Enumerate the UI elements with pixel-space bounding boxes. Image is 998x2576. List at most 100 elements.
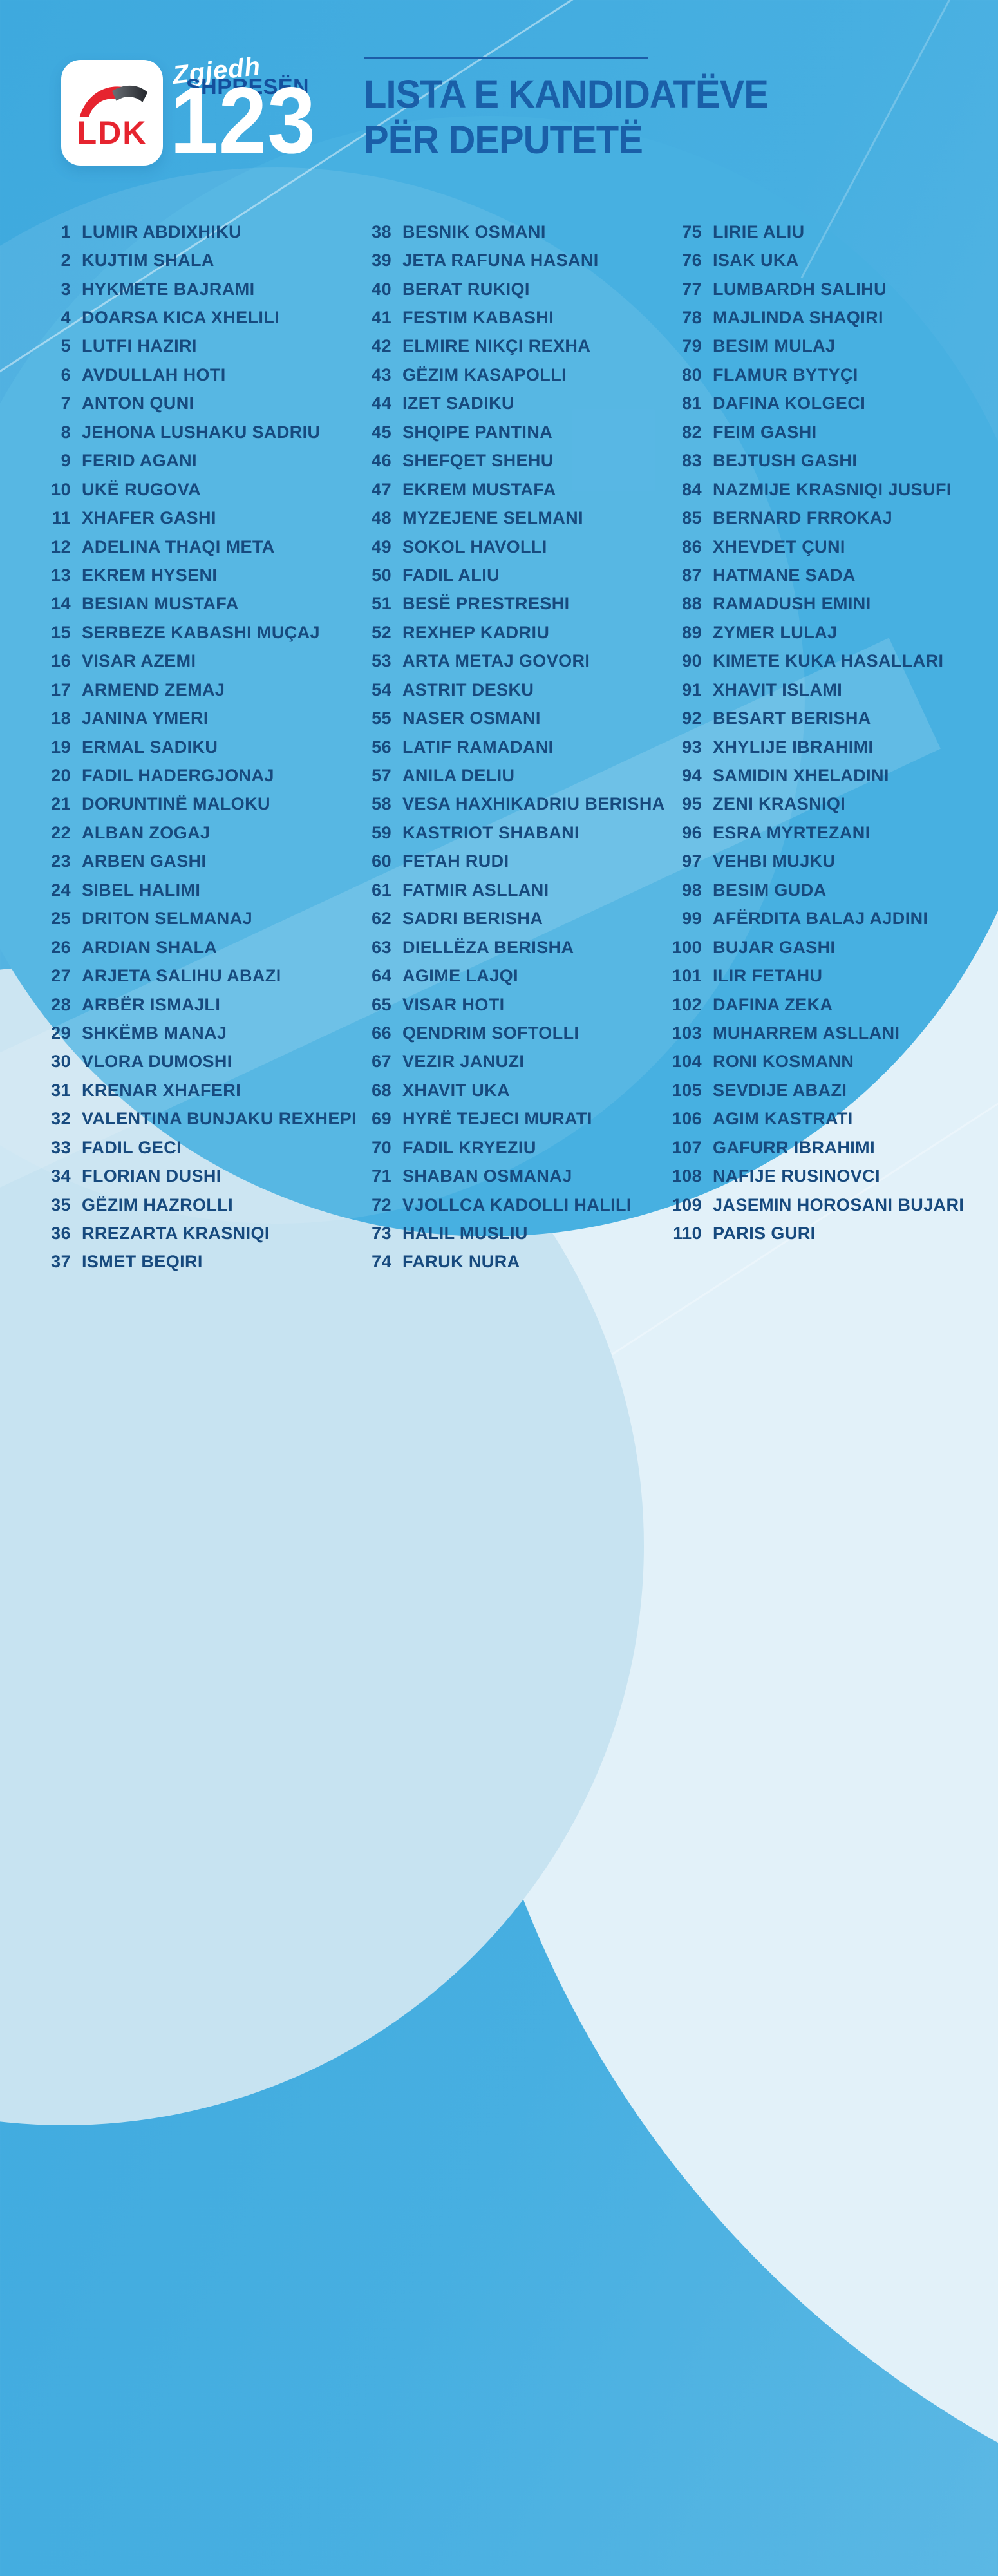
candidate-name: FARUK NURA	[402, 1252, 520, 1272]
candidate-name: BESNIK OSMANI	[402, 222, 546, 242]
candidate-name: ANILA DELIU	[402, 766, 515, 786]
candidate-number: 52	[372, 622, 391, 642]
candidate-number: 100	[672, 937, 702, 957]
candidate-row: 38 BESNIK OSMANI	[335, 218, 665, 246]
candidate-row: 92 BESART BERISHA	[636, 704, 964, 732]
candidate-row: 91 XHAVIT ISLAMI	[636, 676, 964, 704]
candidate-row: 31 KRENAR XHAFERI	[19, 1076, 357, 1104]
candidate-name: MAJLINDA SHAQIRI	[713, 308, 883, 328]
candidate-row: 12 ADELINA THAQI META	[19, 533, 357, 561]
candidate-number: 61	[372, 880, 391, 900]
candidate-number: 22	[51, 822, 71, 842]
candidate-number: 12	[51, 536, 71, 556]
candidate-number: 104	[672, 1052, 702, 1072]
candidate-name: ISMET BEQIRI	[82, 1252, 203, 1272]
candidate-name: ZYMER LULAJ	[713, 622, 838, 642]
candidate-row: 15 SERBEZE KABASHI MUÇAJ	[19, 618, 357, 647]
candidate-row: 70 FADIL KRYEZIU	[335, 1133, 665, 1162]
candidate-row: 5 LUTFI HAZIRI	[19, 332, 357, 361]
candidate-row: 60 FETAH RUDI	[335, 848, 665, 876]
candidate-number: 9	[61, 451, 71, 471]
candidate-name: SERBEZE KABASHI MUÇAJ	[82, 622, 320, 642]
candidate-row: 43 GËZIM KASAPOLLI	[335, 361, 665, 389]
candidate-number: 71	[372, 1166, 391, 1186]
candidate-name: SHKËMB MANAJ	[82, 1023, 227, 1043]
candidate-number: 46	[372, 451, 391, 471]
candidate-row: 66 QENDRIM SOFTOLLI	[335, 1019, 665, 1047]
candidate-name: BESART BERISHA	[713, 708, 871, 728]
candidate-row: 11 XHAFER GASHI	[19, 504, 357, 532]
page-title-line2: PËR DEPUTETË	[364, 118, 643, 162]
candidate-row: 68 XHAVIT UKA	[335, 1076, 665, 1104]
candidate-number: 90	[682, 651, 702, 671]
candidate-row: 99 AFËRDITA BALAJ AJDINI	[636, 905, 964, 933]
title-rule	[364, 57, 648, 59]
candidate-number: 38	[372, 222, 391, 242]
candidate-name: GËZIM HAZROLLI	[82, 1195, 234, 1215]
candidate-name: LUTFI HAZIRI	[82, 336, 197, 356]
candidate-row: 39 JETA RAFUNA HASANI	[335, 246, 665, 274]
candidate-name: ARJETA SALIHU ABAZI	[82, 966, 281, 986]
candidate-name: GËZIM KASAPOLLI	[402, 365, 567, 384]
candidate-row: 56 LATIF RAMADANI	[335, 733, 665, 761]
candidate-row: 53 ARTA METAJ GOVORI	[335, 647, 665, 676]
candidate-name: VISAR HOTI	[402, 994, 505, 1014]
candidate-number: 16	[51, 651, 71, 671]
candidate-name: DRITON SELMANAJ	[82, 909, 253, 929]
candidate-name: KIMETE KUKA HASALLARI	[713, 651, 944, 671]
candidate-row: 29 SHKËMB MANAJ	[19, 1019, 357, 1047]
candidate-number: 57	[372, 766, 391, 786]
candidate-name: ZENI KRASNIQI	[713, 794, 846, 814]
candidate-number: 74	[372, 1252, 391, 1272]
candidate-number: 23	[51, 851, 71, 871]
candidate-name: HALIL MUSLIU	[402, 1224, 528, 1244]
candidate-number: 24	[51, 880, 71, 900]
candidate-row: 62 SADRI BERISHA	[335, 905, 665, 933]
candidate-name: HYRË TEJECI MURATI	[402, 1109, 592, 1129]
candidate-number: 33	[51, 1137, 71, 1157]
candidate-row: 33 FADIL GECI	[19, 1133, 357, 1162]
candidate-number: 29	[51, 1023, 71, 1043]
candidate-name: JEHONA LUSHAKU SADRIU	[82, 422, 321, 442]
candidate-name: KASTRIOT SHABANI	[402, 822, 579, 842]
candidate-name: ILIR FETAHU	[713, 966, 823, 986]
candidate-number: 49	[372, 536, 391, 556]
candidate-row: 16 VISAR AZEMI	[19, 647, 357, 676]
candidate-name: SHEFQET SHEHU	[402, 451, 554, 471]
candidate-number: 70	[372, 1137, 391, 1157]
candidate-name: MYZEJENE SELMANI	[402, 508, 583, 528]
candidate-number: 97	[682, 851, 702, 871]
candidate-number: 94	[682, 766, 702, 786]
candidate-number: 26	[51, 937, 71, 957]
candidate-name: SEVDIJE ABAZI	[713, 1080, 847, 1100]
candidate-number: 103	[672, 1023, 702, 1043]
candidate-number: 81	[682, 393, 702, 413]
candidate-row: 20 FADIL HADERGJONAJ	[19, 761, 357, 790]
candidate-number: 8	[61, 422, 71, 442]
candidate-row: 52 REXHEP KADRIU	[335, 618, 665, 647]
candidate-number: 42	[372, 336, 391, 356]
candidate-name: NASER OSMANI	[402, 708, 541, 728]
candidate-row: 64 AGIME LAJQI	[335, 961, 665, 990]
candidate-number: 14	[51, 594, 71, 614]
candidate-row: 9 FERID AGANI	[19, 447, 357, 475]
candidate-name: VEHBI MUJKU	[713, 851, 836, 871]
candidate-row: 51 BESË PRESTRESHI	[335, 590, 665, 618]
candidate-row: 105 SEVDIJE ABAZI	[636, 1076, 964, 1104]
candidate-row: 96 ESRA MYRTEZANI	[636, 819, 964, 847]
candidate-name: FLORIAN DUSHI	[82, 1166, 221, 1186]
candidate-row: 85 BERNARD FRROKAJ	[636, 504, 964, 532]
candidate-row: 13 EKREM HYSENI	[19, 561, 357, 589]
candidate-row: 44 IZET SADIKU	[335, 390, 665, 418]
candidate-row: 74 FARUK NURA	[335, 1248, 665, 1276]
candidate-name: JANINA YMERI	[82, 708, 209, 728]
candidate-row: 101 ILIR FETAHU	[636, 961, 964, 990]
candidate-number: 2	[61, 251, 71, 270]
candidate-number: 11	[52, 508, 71, 528]
candidate-row: 46 SHEFQET SHEHU	[335, 447, 665, 475]
candidate-number: 51	[372, 594, 391, 614]
candidate-number: 54	[372, 679, 391, 699]
candidate-row: 110 PARIS GURI	[636, 1219, 964, 1247]
candidate-number: 47	[372, 479, 391, 499]
candidate-name: DOARSA KICA XHELILI	[82, 308, 280, 328]
